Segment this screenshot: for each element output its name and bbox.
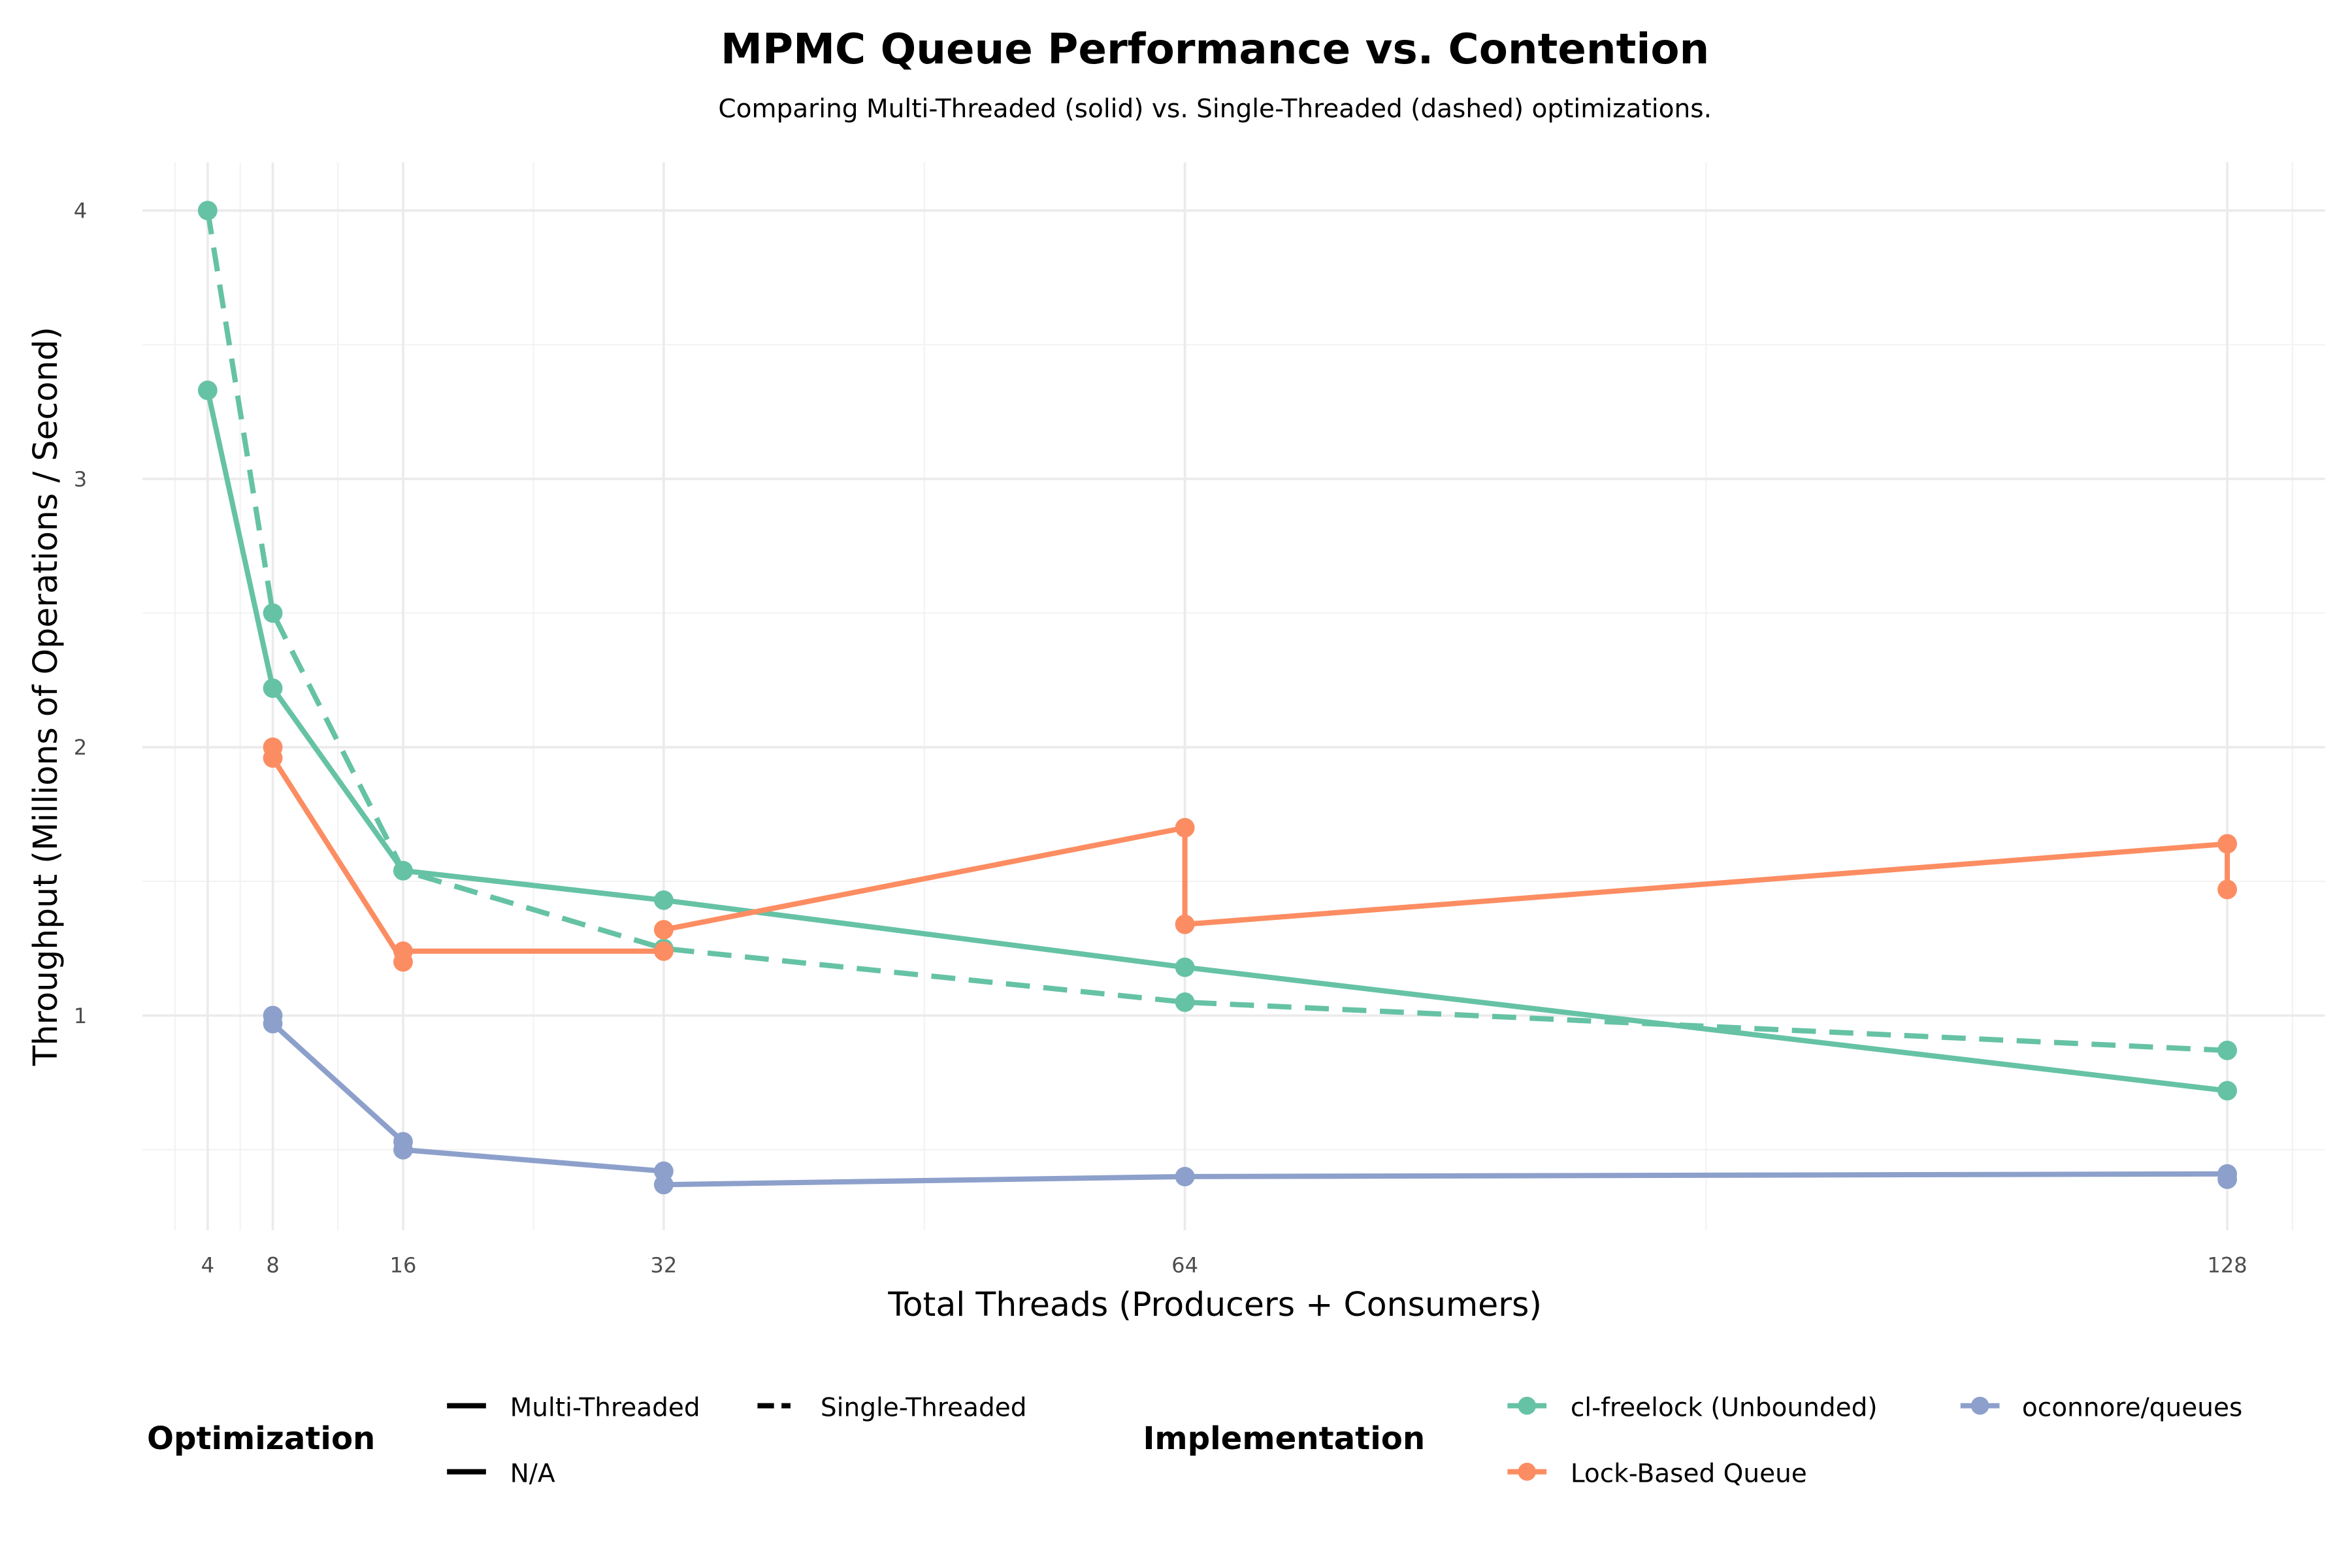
legend-marker: [1970, 1396, 1989, 1415]
legend-optimization-title: Optimization: [147, 1420, 375, 1457]
data-point: [1175, 914, 1195, 934]
series-line: [270, 1015, 2230, 1188]
data-point: [197, 380, 218, 400]
data-point: [263, 1013, 283, 1034]
series-line: [270, 747, 2230, 965]
data-point: [2217, 834, 2238, 854]
y-tick-label: 1: [74, 1004, 87, 1028]
legend-item: Single-Threaded: [821, 1394, 1027, 1423]
y-axis-label: Throughput (Millions of Operations / Sec…: [26, 327, 65, 1066]
data-point: [2217, 1081, 2238, 1101]
data-point: [653, 1175, 674, 1195]
x-tick-label: 128: [2207, 1252, 2247, 1277]
series-lines: [204, 210, 2230, 1188]
data-point: [263, 678, 283, 698]
series-line: [204, 389, 2228, 1094]
data-point: [263, 603, 283, 623]
data-point: [1175, 957, 1195, 977]
y-tick-label: 2: [74, 735, 87, 760]
data-point: [393, 1139, 413, 1160]
y-tick-label: 4: [74, 199, 87, 223]
data-point: [393, 860, 413, 881]
x-tick-label: 16: [390, 1252, 417, 1277]
x-axis-label: Total Threads (Producers + Consumers): [887, 1285, 1542, 1324]
data-point: [2217, 1040, 2238, 1060]
data-point: [197, 201, 218, 221]
legend-item: cl-freelock (Unbounded): [1571, 1394, 1878, 1423]
legend-item: N/A: [510, 1460, 555, 1489]
y-tick-label: 3: [74, 466, 87, 491]
data-point: [653, 1161, 674, 1181]
data-point: [653, 920, 674, 939]
x-tick-label: 64: [1171, 1252, 1198, 1277]
chart-title: MPMC Queue Performance vs. Contention: [721, 25, 1709, 74]
legend: Optimization Multi-Threaded Single-Threa…: [147, 1394, 2242, 1489]
data-point: [653, 890, 674, 910]
data-point: [263, 748, 283, 768]
data-point: [2217, 879, 2238, 900]
series-line: [204, 210, 2228, 1053]
x-tick-label: 4: [201, 1252, 214, 1277]
chart-subtitle: Comparing Multi-Threaded (solid) vs. Sin…: [718, 94, 1712, 123]
legend-item: Lock-Based Queue: [1571, 1460, 1807, 1489]
data-point: [1175, 818, 1195, 838]
legend-item: Multi-Threaded: [510, 1394, 700, 1423]
legend-implementation-title: Implementation: [1143, 1420, 1425, 1457]
x-tick-label: 32: [650, 1252, 677, 1277]
data-point: [2217, 1169, 2238, 1189]
legend-marker: [1518, 1462, 1537, 1481]
series-points: [197, 201, 2238, 1195]
data-point: [1175, 992, 1195, 1012]
legend-item: oconnore/queues: [2022, 1394, 2242, 1423]
x-tick-label: 8: [266, 1252, 279, 1277]
data-point: [393, 941, 413, 961]
legend-marker: [1518, 1396, 1537, 1415]
axis-ticks: 4 8 16 32 64 128 1 2 3 4: [74, 199, 2247, 1278]
data-point: [1175, 1166, 1195, 1186]
data-point: [653, 941, 674, 961]
grid: [142, 162, 2325, 1231]
